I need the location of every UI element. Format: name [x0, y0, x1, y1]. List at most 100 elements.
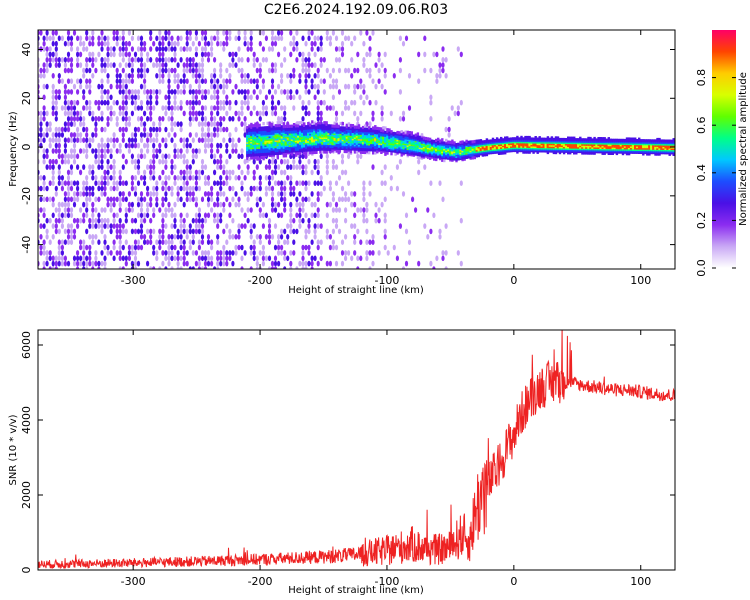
- noise-cell: [121, 35, 125, 42]
- noise-cell: [216, 223, 220, 229]
- signal-cell: [323, 124, 326, 128]
- signal-cell: [366, 127, 369, 131]
- noise-cell: [106, 94, 110, 101]
- noise-cell: [179, 126, 183, 133]
- noise-cell: [316, 46, 320, 52]
- noise-cell: [66, 57, 71, 63]
- noise-cell: [310, 83, 314, 90]
- noise-cell: [115, 67, 119, 74]
- noise-cell: [112, 175, 116, 181]
- noise-cell: [456, 46, 460, 52]
- noise-cell: [261, 250, 265, 256]
- signal-cell: [311, 124, 314, 128]
- noise-cell: [459, 260, 463, 267]
- noise-cell: [63, 142, 67, 149]
- signal-cell: [420, 133, 424, 137]
- noise-cell: [106, 148, 110, 154]
- noise-cell: [45, 164, 49, 170]
- noise-cell: [164, 180, 168, 186]
- noise-cell: [197, 62, 201, 68]
- noise-cell: [76, 137, 80, 143]
- noise-cell: [228, 51, 232, 58]
- noise-cell: [170, 158, 174, 165]
- noise-cell: [194, 217, 198, 224]
- noise-cell: [219, 158, 223, 165]
- signal-cell: [516, 135, 519, 139]
- noise-cell: [182, 244, 186, 251]
- noise-cell: [146, 57, 150, 63]
- noise-cell: [197, 73, 201, 79]
- noise-cell: [164, 94, 168, 101]
- noise-cell: [216, 89, 220, 95]
- noise-cell: [310, 266, 314, 269]
- noise-cell: [255, 255, 259, 262]
- noise-cell: [423, 164, 427, 170]
- noise-cell: [170, 121, 174, 127]
- signal-cell: [341, 122, 344, 126]
- noise-cell: [85, 228, 89, 235]
- noise-cell: [292, 94, 296, 101]
- noise-cell: [91, 137, 95, 143]
- noise-cell: [261, 99, 265, 106]
- noise-cell: [283, 228, 287, 235]
- noise-cell: [188, 35, 192, 42]
- noise-cell: [283, 110, 287, 117]
- noise-cell: [203, 255, 208, 262]
- noise-cell: [133, 185, 138, 192]
- noise-cell: [231, 51, 235, 58]
- noise-cell: [85, 105, 89, 111]
- noise-cell: [331, 83, 335, 90]
- noise-cell: [51, 164, 55, 170]
- noise-cell: [69, 99, 74, 106]
- noise-cell: [69, 169, 74, 176]
- noise-cell: [429, 94, 433, 101]
- noise-cell: [210, 116, 214, 122]
- noise-cell: [63, 153, 67, 160]
- noise-cell: [106, 164, 110, 170]
- noise-cell: [322, 57, 326, 63]
- noise-cell: [124, 110, 128, 117]
- noise-cell: [237, 201, 241, 208]
- noise-cell: [146, 185, 150, 192]
- signal-cell: [532, 137, 535, 141]
- noise-cell: [197, 244, 201, 251]
- noise-cell: [383, 228, 387, 235]
- noise-cell: [277, 244, 281, 251]
- noise-cell: [106, 99, 110, 106]
- noise-cell: [63, 212, 67, 219]
- noise-cell: [316, 110, 320, 117]
- noise-cell: [79, 40, 83, 47]
- noise-cell: [76, 99, 80, 106]
- noise-cell: [167, 94, 171, 101]
- noise-cell: [85, 57, 89, 63]
- noise-cell: [161, 40, 165, 47]
- noise-cell: [203, 35, 208, 42]
- noise-cell: [222, 191, 226, 197]
- noise-cell: [69, 57, 74, 63]
- noise-cell: [176, 266, 180, 269]
- noise-cell: [85, 67, 89, 74]
- noise-cell: [136, 244, 141, 251]
- noise-cell: [130, 153, 134, 160]
- noise-cell: [170, 46, 174, 52]
- noise-cell: [91, 110, 95, 117]
- noise-cell: [301, 99, 305, 106]
- noise-cell: [39, 175, 43, 181]
- signal-cell: [483, 140, 487, 144]
- noise-cell: [97, 212, 101, 219]
- noise-cell: [136, 239, 141, 245]
- signal-cell: [325, 121, 328, 125]
- noise-cell: [118, 142, 122, 149]
- noise-cell: [167, 132, 171, 138]
- noise-cell: [216, 266, 220, 269]
- noise-cell: [42, 40, 46, 47]
- noise-cell: [146, 201, 150, 208]
- noise-cell: [231, 62, 235, 68]
- noise-cell: [356, 116, 360, 122]
- noise-cell: [170, 207, 174, 213]
- noise-cell: [167, 201, 171, 208]
- noise-cell: [270, 35, 275, 42]
- noise-cell: [155, 89, 159, 95]
- noise-cell: [191, 175, 195, 181]
- signal-cell: [349, 150, 353, 154]
